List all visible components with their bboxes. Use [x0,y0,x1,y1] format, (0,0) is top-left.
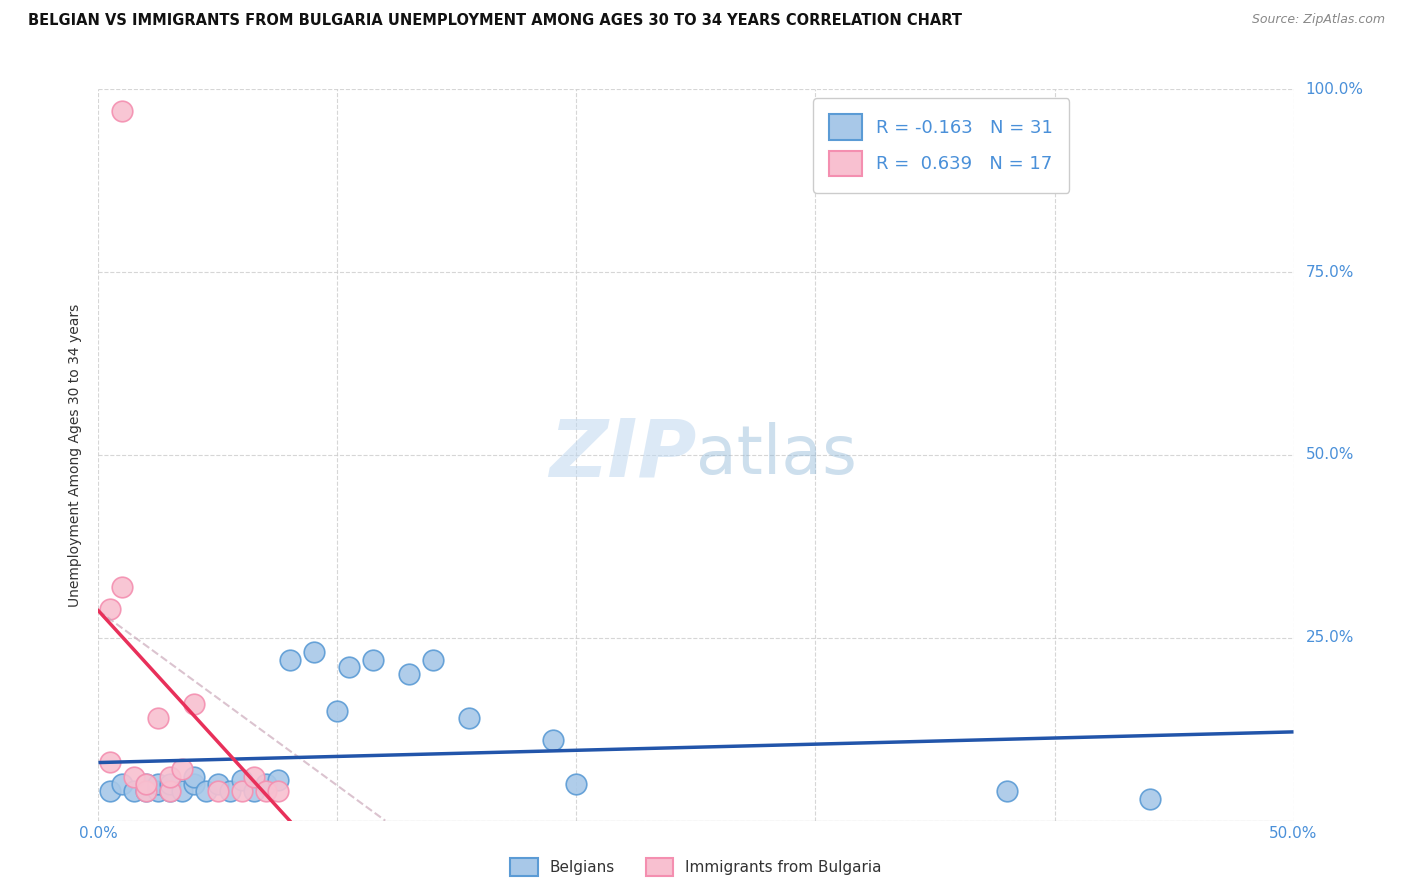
Point [124,770,146,784]
Legend: Belgians, Immigrants from Bulgaria: Belgians, Immigrants from Bulgaria [503,852,889,882]
Point [98,784,122,798]
Point [267,784,290,798]
Point [458,711,481,725]
Text: Source: ZipAtlas.com: Source: ZipAtlas.com [1251,13,1385,27]
Point [231,784,253,798]
Point [111,777,134,791]
Point [243,784,266,798]
Point [207,777,229,791]
Text: 25.0%: 25.0% [1305,631,1354,645]
Point [159,784,181,798]
Point [995,784,1018,798]
Point [98,755,122,769]
Point [565,777,588,791]
Point [254,784,277,798]
Point [337,660,360,674]
Point [207,784,229,798]
Point [422,653,444,667]
Point [183,697,205,711]
Point [159,777,181,791]
Point [398,667,420,681]
Point [124,784,146,798]
Point [148,784,170,798]
Point [183,777,205,791]
Point [541,733,564,747]
Text: 75.0%: 75.0% [1305,265,1354,279]
Point [363,653,385,667]
Point [159,784,181,798]
Point [326,704,349,718]
Point [254,777,277,791]
Point [194,784,217,798]
Point [135,777,157,791]
Point [148,711,170,725]
Point [135,777,157,791]
Text: 50.0%: 50.0% [1305,448,1354,462]
Point [172,784,194,798]
Point [98,601,122,615]
Point [302,645,325,659]
Point [243,770,266,784]
Text: atlas: atlas [696,422,856,488]
Point [219,784,242,798]
Point [231,773,253,788]
Point [183,770,205,784]
Y-axis label: Unemployment Among Ages 30 to 34 years: Unemployment Among Ages 30 to 34 years [69,303,83,607]
Point [172,763,194,777]
Point [1139,791,1161,805]
Point [111,580,134,594]
Point [111,104,134,119]
Point [148,777,170,791]
Point [135,784,157,798]
Point [135,784,157,798]
Point [159,770,181,784]
Text: BELGIAN VS IMMIGRANTS FROM BULGARIA UNEMPLOYMENT AMONG AGES 30 TO 34 YEARS CORRE: BELGIAN VS IMMIGRANTS FROM BULGARIA UNEM… [28,13,962,29]
Point [278,653,301,667]
Text: 100.0%: 100.0% [1305,82,1364,96]
Point [267,773,290,788]
Text: ZIP: ZIP [548,416,696,494]
